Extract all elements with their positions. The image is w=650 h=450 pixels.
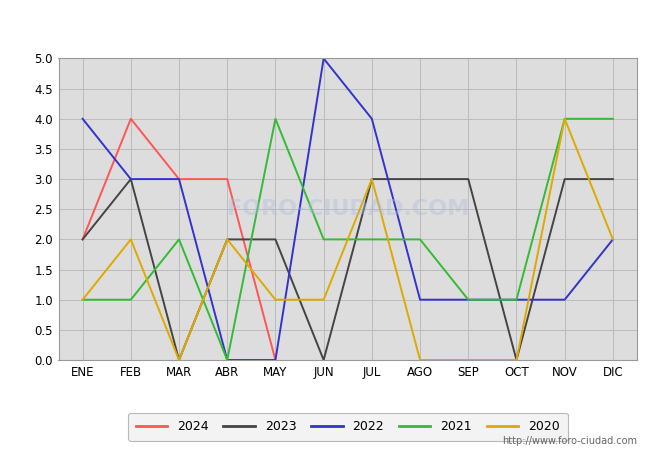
2020 xyxy=(79,297,86,302)
2022 xyxy=(224,357,231,363)
2022 xyxy=(464,297,472,302)
2021 xyxy=(79,297,86,302)
Line: 2020: 2020 xyxy=(83,119,613,360)
2021 xyxy=(175,237,183,242)
2023 xyxy=(224,237,231,242)
Legend: 2024, 2023, 2022, 2021, 2020: 2024, 2023, 2022, 2021, 2020 xyxy=(128,413,567,441)
2020 xyxy=(368,176,376,182)
2023 xyxy=(561,176,569,182)
2023 xyxy=(368,176,376,182)
2022 xyxy=(79,116,86,122)
2020 xyxy=(513,357,521,363)
2020 xyxy=(609,237,617,242)
2024 xyxy=(224,176,231,182)
2020 xyxy=(464,357,472,363)
2023 xyxy=(175,357,183,363)
2023 xyxy=(320,357,328,363)
2023 xyxy=(79,237,86,242)
2024 xyxy=(272,357,280,363)
2022 xyxy=(513,297,521,302)
Text: Matriculaciones de Vehiculos en Zarzalejo: Matriculaciones de Vehiculos en Zarzalej… xyxy=(151,16,499,34)
2024 xyxy=(127,116,135,122)
2022 xyxy=(368,116,376,122)
2021 xyxy=(464,297,472,302)
2023 xyxy=(272,237,280,242)
2022 xyxy=(561,297,569,302)
2021 xyxy=(224,357,231,363)
2021 xyxy=(561,116,569,122)
Line: 2021: 2021 xyxy=(83,119,613,360)
2024 xyxy=(79,237,86,242)
2023 xyxy=(416,176,424,182)
2020 xyxy=(127,237,135,242)
2022 xyxy=(127,176,135,182)
2020 xyxy=(224,237,231,242)
2020 xyxy=(416,357,424,363)
2022 xyxy=(416,297,424,302)
2020 xyxy=(175,357,183,363)
2023 xyxy=(513,357,521,363)
2020 xyxy=(561,116,569,122)
Line: 2022: 2022 xyxy=(83,58,613,360)
2021 xyxy=(609,116,617,122)
2021 xyxy=(320,237,328,242)
2023 xyxy=(127,176,135,182)
2021 xyxy=(368,237,376,242)
Line: 2024: 2024 xyxy=(83,119,276,360)
2021 xyxy=(416,237,424,242)
2022 xyxy=(320,56,328,61)
2020 xyxy=(272,297,280,302)
2020 xyxy=(320,297,328,302)
2022 xyxy=(175,176,183,182)
2023 xyxy=(609,176,617,182)
2021 xyxy=(513,297,521,302)
Text: http://www.foro-ciudad.com: http://www.foro-ciudad.com xyxy=(502,436,637,446)
2021 xyxy=(127,297,135,302)
2022 xyxy=(609,237,617,242)
2023 xyxy=(464,176,472,182)
Text: FORO-CIUDAD.COM: FORO-CIUDAD.COM xyxy=(227,199,469,219)
Line: 2023: 2023 xyxy=(83,179,613,360)
2024 xyxy=(175,176,183,182)
2022 xyxy=(272,357,280,363)
2021 xyxy=(272,116,280,122)
